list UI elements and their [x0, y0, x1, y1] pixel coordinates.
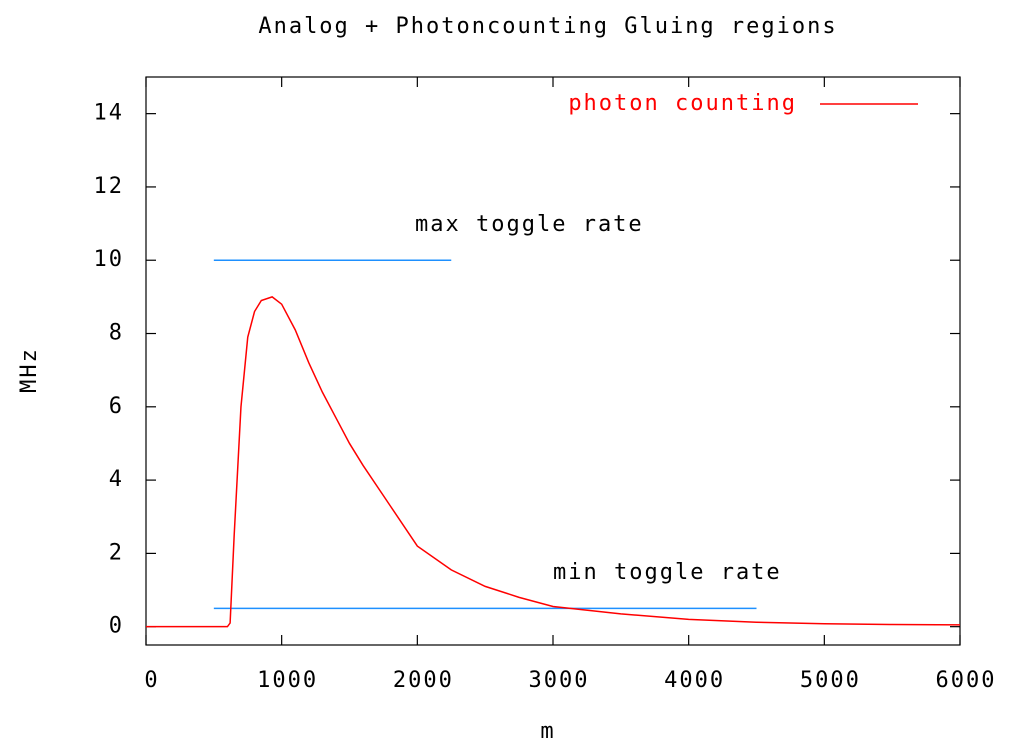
x-tick-label: 1000 — [257, 668, 318, 693]
series-line — [146, 296, 961, 628]
y-axis-label: MHz — [17, 347, 42, 393]
x-tick-label: 6000 — [936, 668, 997, 693]
x-tick-label: 3000 — [529, 668, 590, 693]
annotation: max toggle rate — [415, 212, 644, 237]
y-tick-label: 14 — [94, 101, 125, 126]
x-tick-label: 4000 — [664, 668, 725, 693]
x-tick-label: 2000 — [393, 668, 454, 693]
y-tick-label: 4 — [109, 467, 124, 492]
y-tick-label: 10 — [94, 247, 125, 272]
y-tick-label: 0 — [109, 614, 124, 639]
legend-label: photon counting — [568, 91, 797, 116]
x-tick-label: 0 — [144, 668, 159, 693]
y-tick-label: 8 — [109, 321, 124, 346]
annotation: min toggle rate — [553, 560, 782, 585]
y-tick-label: 12 — [94, 174, 125, 199]
y-tick-label: 2 — [109, 540, 124, 565]
y-tick-label: 6 — [109, 394, 124, 419]
chart-title: Analog + Photoncounting Gluing regions — [258, 14, 837, 39]
x-tick-label: 5000 — [800, 668, 861, 693]
x-axis-label: m — [540, 719, 555, 742]
